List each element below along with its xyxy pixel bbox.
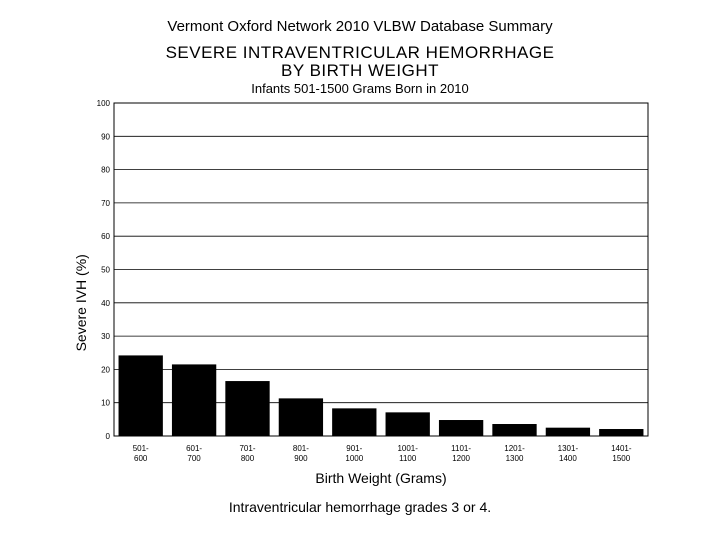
bars — [118, 355, 644, 436]
y-tick-label: 0 — [106, 432, 111, 441]
x-tick-label: 1401-1500 — [611, 444, 632, 463]
y-tick-label: 20 — [101, 365, 110, 374]
bar — [545, 427, 591, 436]
bar — [278, 398, 324, 436]
chart-title: SEVERE INTRAVENTRICULAR HEMORRHAGE BY BI… — [0, 44, 720, 80]
plot-frame — [113, 102, 649, 437]
bar — [171, 364, 217, 436]
y-tick-label: 60 — [101, 232, 110, 241]
chart-subtitle: Infants 501-1500 Grams Born in 2010 — [251, 81, 469, 96]
y-tick-label: 70 — [101, 199, 110, 208]
y-tick-label: 10 — [101, 399, 110, 408]
x-tick-label: 501-600 — [133, 444, 149, 463]
y-tick-label: 50 — [101, 266, 110, 275]
x-tick-label: 901-1000 — [345, 444, 363, 463]
grid-lines — [114, 135, 648, 404]
y-tick-label: 80 — [101, 166, 110, 175]
bar — [492, 424, 537, 436]
y-tick-label: 90 — [101, 132, 110, 141]
y-tick-labels: 0 10 20 30 40 50 60 70 80 90 100 — [97, 99, 111, 441]
x-axis-label: Birth Weight (Grams) — [315, 470, 446, 486]
page-header: Vermont Oxford Network 2010 VLBW Databas… — [167, 18, 553, 35]
y-axis-label: Severe IVH (%) — [73, 254, 89, 351]
y-tick-label: 30 — [101, 332, 110, 341]
bar — [332, 408, 377, 436]
x-tick-label: 1101-1200 — [451, 444, 471, 463]
bar — [438, 420, 484, 436]
bar — [385, 412, 430, 436]
y-tick-label: 100 — [97, 99, 111, 108]
x-tick-label: 801-900 — [293, 444, 309, 463]
x-tick-label: 701-800 — [239, 444, 255, 463]
x-tick-label: 1301-1400 — [558, 444, 579, 463]
chart-title-line-1: SEVERE INTRAVENTRICULAR HEMORRHAGE — [165, 43, 555, 62]
bar — [118, 355, 163, 436]
x-tick-label: 601-700 — [186, 444, 202, 463]
bar — [599, 429, 644, 436]
footnote: Intraventricular hemorrhage grades 3 or … — [228, 499, 492, 515]
bar — [225, 381, 270, 436]
x-tick-labels: 501-600 601-700 701-800 801-900 901-1000 1001… — [133, 444, 632, 463]
x-tick-label: 1201-1300 — [504, 444, 525, 463]
x-tick-label: 1001-1100 — [397, 444, 418, 463]
chart-title-line-2: BY BIRTH WEIGHT — [280, 61, 439, 80]
y-tick-label: 40 — [101, 299, 110, 308]
